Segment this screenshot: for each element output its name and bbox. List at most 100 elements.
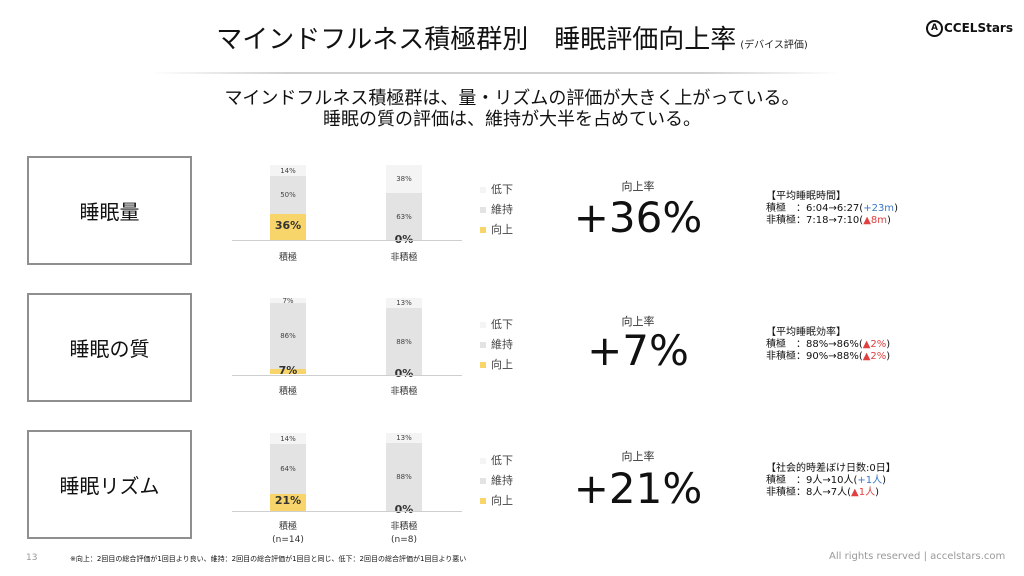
- legend: 低下 維持 向上: [480, 451, 513, 511]
- brand-logo: A CCELStars: [926, 20, 1013, 37]
- x-label-active: 積極: [278, 253, 297, 263]
- category-label: 睡眠量: [79, 200, 140, 224]
- bar-up-value: 0%: [394, 233, 414, 246]
- bar-segment-keep: 64%: [270, 444, 306, 494]
- page-title: マインドフルネス積極群別 睡眠評価向上率 (デバイス評価): [0, 22, 1024, 64]
- x-label-active: 積極: [278, 387, 297, 397]
- legend-swatch-down: [480, 458, 486, 464]
- category-label: 睡眠リズム: [59, 474, 160, 498]
- x-label-text: 非積極: [390, 522, 418, 532]
- legend-label: 維持: [491, 474, 513, 487]
- metric-note: 【平均睡眠時間】 積極 ：6:04→6:27(+23m) 非積極：7:18→7:…: [766, 191, 898, 227]
- metric-note-head: 【平均睡眠効率】: [766, 327, 846, 338]
- x-label-n: (n=14): [272, 535, 304, 545]
- rate-label: 向上率: [621, 450, 655, 463]
- x-label-text: 積極: [278, 522, 297, 532]
- bar-segment-up: [270, 369, 306, 374]
- logo-text: CCELStars: [944, 21, 1013, 35]
- bar-up-value: 0%: [394, 367, 414, 380]
- x-label-inactive: 非積極 (n=8): [364, 519, 444, 545]
- legend: 低下 維持 向上: [480, 315, 513, 375]
- bar-segment-keep: 86%: [270, 303, 306, 369]
- bar-inactive: 13% 88%: [386, 298, 422, 375]
- title-divider: [150, 72, 840, 74]
- legend-swatch-down: [480, 187, 486, 193]
- bar-segment-keep: 50%: [270, 176, 306, 214]
- bar-segment-down: 7%: [270, 297, 306, 305]
- x-label-inactive: 非積極: [390, 387, 418, 397]
- summary: マインドフルネス積極群は、量・リズムの評価が大きく上がっている。 睡眠の質の評価…: [0, 88, 1024, 130]
- legend-swatch-down: [480, 322, 486, 328]
- legend-swatch-keep: [480, 207, 486, 213]
- bar-segment-keep: 88%: [386, 308, 422, 375]
- bar-active: 14% 50%: [270, 165, 306, 241]
- bar-segment-keep: 63%: [386, 193, 422, 240]
- category-label: 睡眠の質: [69, 337, 150, 361]
- bar-segment-down: 38%: [386, 165, 422, 193]
- x-axis: [232, 240, 462, 241]
- metric-note-head: 【平均睡眠時間】: [766, 191, 846, 202]
- bar-active: 14% 64%: [270, 433, 306, 511]
- legend-swatch-up: [480, 227, 486, 233]
- bar-segment-down: 14%: [270, 433, 306, 444]
- legend-swatch-keep: [480, 342, 486, 348]
- legend-item-up: 向上: [480, 220, 513, 240]
- bar-up-value: 21%: [274, 494, 302, 507]
- metric-note-line-inactive: 非積極：8人→7人(▲1人): [766, 487, 879, 498]
- x-label-inactive: 非積極: [390, 253, 418, 263]
- rate-label: 向上率: [621, 315, 655, 328]
- legend-item-up: 向上: [480, 491, 513, 511]
- legend-item-keep: 維持: [480, 335, 513, 355]
- metric-note-line-active: 積極 ：9人→10人(+1人): [766, 475, 887, 486]
- legend-item-up: 向上: [480, 355, 513, 375]
- x-label-active: 積極 (n=14): [248, 519, 328, 545]
- legend-item-keep: 維持: [480, 200, 513, 220]
- page-subtitle: (デバイス評価): [740, 40, 808, 51]
- x-axis: [232, 511, 462, 512]
- rate-value: +21%: [573, 464, 703, 513]
- copyright: All rights reserved | accelstars.com: [829, 551, 1006, 562]
- rate-label: 向上率: [621, 180, 655, 193]
- legend-item-down: 低下: [480, 315, 513, 335]
- bar-inactive: 38% 63%: [386, 165, 422, 240]
- legend-label: 向上: [491, 358, 513, 371]
- legend-label: 向上: [491, 494, 513, 507]
- footnote: ※向上：2回目の総合評価が1回目より良い、維持：2回目の総合評価が1回目と同じ、…: [70, 555, 467, 563]
- bar-up-value: 7%: [278, 364, 298, 377]
- legend-item-down: 低下: [480, 180, 513, 200]
- summary-line-2: 睡眠の質の評価は、維持が大半を占めている。: [323, 109, 701, 130]
- legend-label: 維持: [491, 338, 513, 351]
- legend-swatch-up: [480, 362, 486, 368]
- metric-note-line-active: 積極 ：6:04→6:27(+23m): [766, 203, 898, 214]
- legend-label: 低下: [491, 454, 513, 467]
- legend-label: 低下: [491, 183, 513, 196]
- bar-segment-up: [270, 214, 306, 241]
- legend-label: 向上: [491, 223, 513, 236]
- metric-note: 【平均睡眠効率】 積極 ：88%→86%(▲2%) 非積極：90%→88%(▲2…: [766, 327, 890, 363]
- bar-inactive: 13% 88%: [386, 433, 422, 511]
- x-axis: [232, 375, 462, 376]
- bar-segment-up: [270, 494, 306, 511]
- bar-segment-down: 14%: [270, 165, 306, 176]
- bar-segment-down: 13%: [386, 298, 422, 308]
- legend-item-down: 低下: [480, 451, 513, 471]
- category-box-sleep-quality: 睡眠の質: [27, 293, 192, 402]
- logo-mark-icon: A: [926, 20, 943, 37]
- legend-item-keep: 維持: [480, 471, 513, 491]
- bar-up-value: 36%: [274, 219, 302, 232]
- legend-label: 維持: [491, 203, 513, 216]
- page-title-text: マインドフルネス積極群別 睡眠評価向上率: [216, 25, 737, 55]
- summary-line-1: マインドフルネス積極群は、量・リズムの評価が大きく上がっている。: [224, 88, 800, 109]
- metric-note-line-active: 積極 ：88%→86%(▲2%): [766, 339, 891, 350]
- legend-swatch-keep: [480, 478, 486, 484]
- bar-segment-keep: 88%: [386, 443, 422, 511]
- rate-value: +7%: [587, 326, 689, 375]
- legend: 低下 維持 向上: [480, 180, 513, 240]
- page-number: 13: [26, 553, 38, 563]
- metric-note-line-inactive: 非積極：90%→88%(▲2%): [766, 351, 891, 362]
- bar-segment-down: 13%: [386, 433, 422, 443]
- category-box-sleep-amount: 睡眠量: [27, 156, 192, 265]
- bar-up-value: 0%: [394, 503, 414, 516]
- rate-value: +36%: [573, 193, 703, 242]
- legend-swatch-up: [480, 498, 486, 504]
